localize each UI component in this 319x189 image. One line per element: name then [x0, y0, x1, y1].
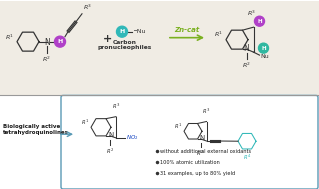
Circle shape [255, 16, 264, 26]
Text: $R^3$: $R^3$ [203, 106, 211, 115]
Text: $R^1$: $R^1$ [5, 33, 14, 42]
Text: $R^3$: $R^3$ [83, 2, 92, 12]
Circle shape [258, 43, 269, 53]
Text: N: N [244, 44, 249, 53]
Text: $R^4$: $R^4$ [243, 153, 251, 163]
Text: H: H [261, 46, 266, 51]
Text: $NO_2$: $NO_2$ [126, 133, 138, 142]
Text: $R^3$: $R^3$ [112, 101, 120, 111]
Text: $R^2$: $R^2$ [197, 149, 204, 158]
Text: $R^2$: $R^2$ [42, 55, 52, 64]
Text: $R^1$: $R^1$ [174, 122, 182, 131]
Text: Carbon
pronucleophiles: Carbon pronucleophiles [98, 40, 152, 50]
Circle shape [116, 26, 128, 37]
Text: $R^3$: $R^3$ [247, 9, 256, 18]
FancyBboxPatch shape [61, 95, 318, 189]
Text: without additional external oxidants: without additional external oxidants [160, 149, 251, 154]
Text: H: H [119, 29, 125, 34]
Text: $R^2$: $R^2$ [106, 147, 114, 156]
Text: ─Nu: ─Nu [133, 29, 145, 34]
Text: H: H [57, 39, 63, 44]
Text: N: N [199, 135, 204, 141]
Text: $R^1$: $R^1$ [81, 118, 89, 127]
Text: 31 examples, up to 80% yield: 31 examples, up to 80% yield [160, 170, 235, 176]
Text: N: N [108, 132, 114, 138]
Text: 100% atomic utilization: 100% atomic utilization [160, 160, 220, 165]
Text: +: + [103, 34, 113, 44]
Bar [0, 1, 319, 95]
Text: Biologically active
tetrahydroquinolines: Biologically active tetrahydroquinolines [3, 124, 69, 135]
Text: Nu: Nu [261, 54, 269, 59]
Text: H: H [257, 19, 262, 24]
Circle shape [55, 36, 65, 47]
Text: N: N [44, 38, 50, 47]
Text: Zn-cat: Zn-cat [174, 27, 200, 33]
Text: $R^2$: $R^2$ [242, 61, 251, 70]
Text: $R^1$: $R^1$ [214, 30, 223, 39]
Bar [0, 95, 319, 189]
